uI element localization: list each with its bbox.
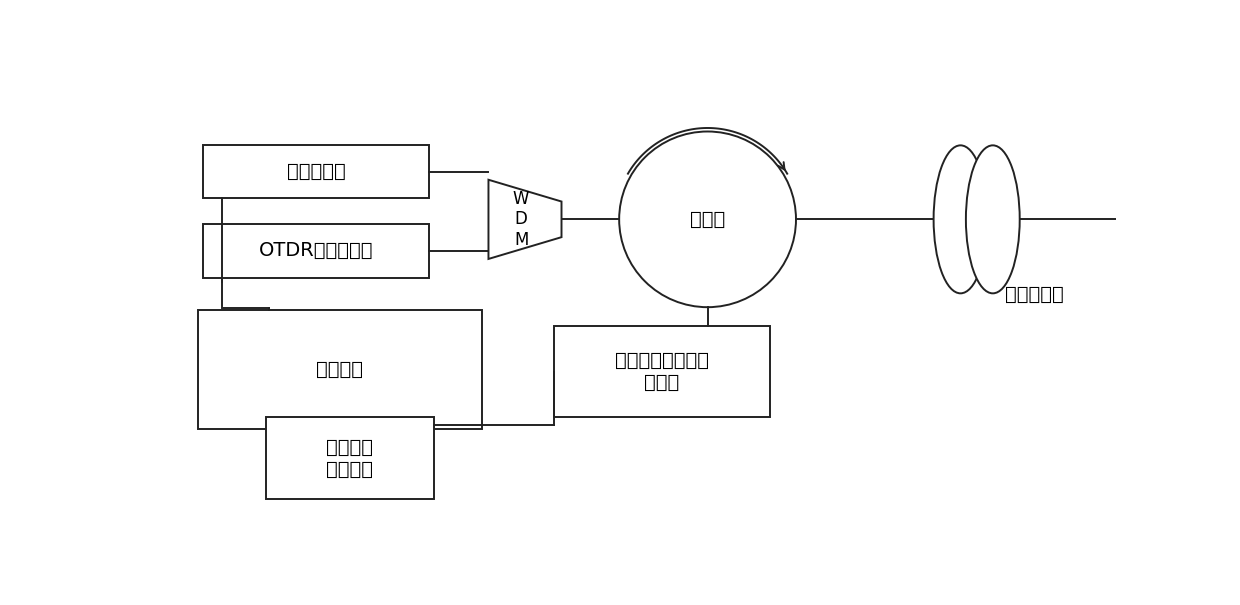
Bar	[554, 327, 770, 417]
Text: 环形器: 环形器	[689, 210, 725, 229]
Bar	[265, 417, 434, 499]
Text: 拉曼激光器: 拉曼激光器	[286, 162, 346, 181]
Bar	[203, 224, 429, 278]
Text: W
D
M: W D M	[513, 189, 529, 249]
Text: 光接收和光信号处
理模块: 光接收和光信号处 理模块	[615, 352, 709, 393]
Ellipse shape	[966, 145, 1019, 293]
Ellipse shape	[619, 131, 796, 307]
Polygon shape	[489, 180, 562, 259]
Bar	[198, 310, 481, 429]
Text: 数字信号
处理模块: 数字信号 处理模块	[326, 437, 373, 479]
Text: 控制模块: 控制模块	[316, 360, 363, 379]
Text: OTDR检测激光器: OTDR检测激光器	[259, 241, 373, 260]
Ellipse shape	[934, 145, 987, 293]
Text: 待检测光纤: 待检测光纤	[1004, 284, 1064, 304]
Bar	[203, 145, 429, 198]
